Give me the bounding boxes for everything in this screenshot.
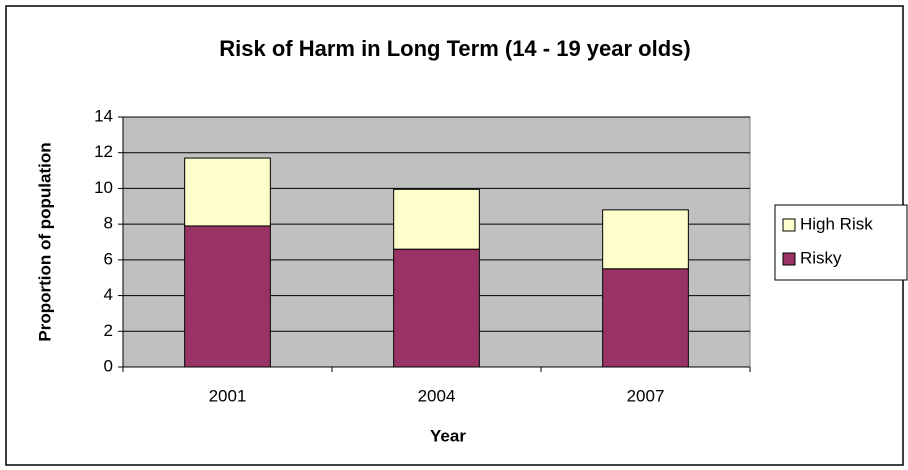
bar-segment — [184, 225, 271, 368]
chart-title: Risk of Harm in Long Term (14 - 19 year … — [219, 36, 691, 61]
legend-label: Risky — [800, 248, 842, 267]
y-axis-title: Proportion of population — [35, 142, 54, 341]
bar-segment — [602, 268, 689, 368]
y-tick-label: 12 — [94, 142, 113, 161]
x-tick-label: 2001 — [209, 386, 247, 405]
legend-label: High Risk — [800, 214, 873, 233]
bar-segment — [393, 248, 480, 368]
y-tick-label: 6 — [104, 249, 113, 268]
legend-swatch — [782, 218, 796, 232]
legend-box — [774, 204, 908, 281]
bar-segment — [393, 188, 480, 250]
legend-swatch — [782, 252, 796, 266]
y-tick-label: 4 — [104, 285, 113, 304]
bar-segment — [602, 209, 689, 270]
x-tick-label: 2007 — [627, 386, 665, 405]
bar-segment — [184, 157, 271, 227]
y-tick-label: 8 — [104, 214, 113, 233]
y-tick-label: 14 — [94, 106, 113, 125]
x-axis-title: Year — [430, 426, 466, 445]
y-tick-label: 10 — [94, 178, 113, 197]
y-tick-label: 0 — [104, 356, 113, 375]
y-tick-label: 2 — [104, 321, 113, 340]
x-tick-label: 2004 — [418, 386, 456, 405]
